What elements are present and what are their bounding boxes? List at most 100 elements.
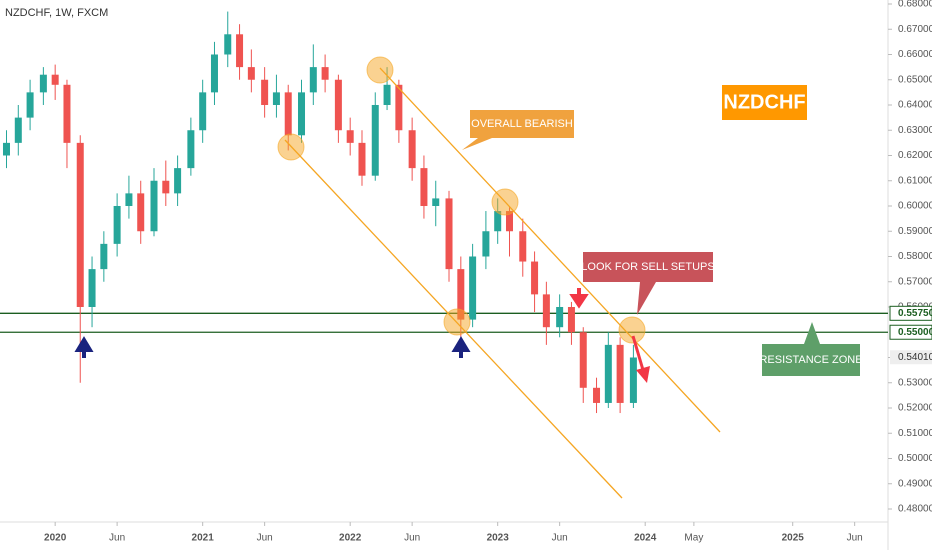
candle-body xyxy=(14,117,22,143)
candle-body xyxy=(346,130,354,143)
candle-body xyxy=(505,211,513,232)
x-tick-label: Jun xyxy=(552,533,568,544)
x-tick-label: 2020 xyxy=(44,533,67,544)
touch-circles xyxy=(277,56,646,344)
last-price-label: 0.54010 xyxy=(898,352,932,363)
candle-body xyxy=(457,269,465,320)
candle-body xyxy=(579,332,587,388)
x-tick-label: 2021 xyxy=(192,533,215,544)
candle-body xyxy=(236,34,244,68)
candle-body xyxy=(334,79,342,131)
x-tick-label: 2023 xyxy=(487,533,510,544)
candle-body xyxy=(469,256,477,320)
y-tick-label: 0.58000 xyxy=(898,251,932,262)
y-tick-label: 0.67000 xyxy=(898,24,932,35)
candle-body xyxy=(432,198,440,206)
touch-circle xyxy=(366,56,394,84)
candle-body xyxy=(76,142,84,307)
candle-body xyxy=(100,243,108,270)
candle-body xyxy=(321,67,329,80)
y-tick-label: 0.52000 xyxy=(898,403,932,414)
x-tick-label: 2025 xyxy=(782,533,805,544)
y-tick-label: 0.62000 xyxy=(898,150,932,161)
candle-body xyxy=(2,142,10,156)
callout-text: LOOK FOR SELL SETUPS xyxy=(581,261,714,273)
candle-body xyxy=(210,54,218,93)
x-tick-label: Jun xyxy=(109,533,125,544)
callout-box xyxy=(462,110,574,150)
touch-circle xyxy=(491,188,519,216)
x-tick-label: Jun xyxy=(257,533,273,544)
x-tick-label: 2022 xyxy=(339,533,362,544)
channel-line xyxy=(379,67,721,433)
touch-circle xyxy=(618,316,646,344)
candle-body xyxy=(88,269,96,307)
callout-box xyxy=(583,252,713,315)
y-tick-label: 0.57000 xyxy=(898,276,932,287)
y-tick-label: 0.64000 xyxy=(898,100,932,111)
callout-box xyxy=(762,322,860,376)
candle-body xyxy=(224,34,232,55)
chart-title: NZDCHF, 1W, FXCM xyxy=(5,7,108,19)
candle-body xyxy=(629,357,637,403)
candle-body xyxy=(150,180,158,232)
candle-body xyxy=(604,344,612,403)
x-tick-label: Jun xyxy=(847,533,863,544)
candle-body xyxy=(519,231,527,262)
touch-circle xyxy=(443,308,471,336)
buy-arrow xyxy=(74,336,471,358)
candle-body xyxy=(408,130,416,169)
candle-body xyxy=(542,294,550,328)
candle-body xyxy=(445,198,453,270)
candle-body xyxy=(420,168,428,206)
candle-body xyxy=(247,67,255,80)
candle-body xyxy=(395,84,403,131)
candle-body xyxy=(26,92,34,118)
level-label: 0.55750 xyxy=(898,308,932,319)
last-price-tag xyxy=(890,350,932,365)
y-tick-label: 0.61000 xyxy=(898,175,932,186)
y-tick-label: 0.50000 xyxy=(898,453,932,464)
y-tick-label: 0.60000 xyxy=(898,201,932,212)
candle-body xyxy=(162,180,170,194)
candle-body xyxy=(309,67,317,93)
level-label: 0.55000 xyxy=(898,327,932,338)
candle-body xyxy=(261,79,269,105)
candle-body xyxy=(494,211,502,232)
level-tag xyxy=(889,324,932,340)
y-tick-label: 0.49000 xyxy=(898,478,932,489)
candle-body xyxy=(113,205,121,244)
y-tick-label: 0.63000 xyxy=(898,125,932,136)
candle-body xyxy=(187,130,195,169)
y-tick-label: 0.53000 xyxy=(898,377,932,388)
x-tick-label: 2024 xyxy=(634,533,657,544)
candle-body xyxy=(63,84,71,143)
y-tick-label: 0.66000 xyxy=(898,49,932,60)
x-tick-label: Jun xyxy=(404,533,420,544)
candle-body xyxy=(51,74,59,85)
callout-text: RESISTANCE ZONE xyxy=(759,354,862,366)
candle-body xyxy=(174,168,182,194)
y-tick-label: 0.68000 xyxy=(898,0,932,10)
candle-body xyxy=(284,92,292,136)
sell-arrow xyxy=(569,288,589,309)
candle-body xyxy=(482,231,490,257)
candle-body xyxy=(358,142,366,176)
candle-body xyxy=(593,387,601,403)
candle-body xyxy=(531,261,539,295)
touch-circle xyxy=(277,133,305,161)
candle-body xyxy=(567,306,575,333)
candle-body xyxy=(272,92,280,105)
symbol-box xyxy=(722,85,807,120)
sell-arrow xyxy=(636,366,650,383)
y-tick-label: 0.48000 xyxy=(898,504,932,515)
y-tick-label: 0.65000 xyxy=(898,74,932,85)
candle-body xyxy=(371,104,379,176)
candle-body xyxy=(199,92,207,131)
candle-body xyxy=(383,84,391,105)
x-tick-label: May xyxy=(684,533,703,544)
sell-arrow xyxy=(631,335,645,371)
symbol-label: NZDCHF xyxy=(723,91,805,113)
